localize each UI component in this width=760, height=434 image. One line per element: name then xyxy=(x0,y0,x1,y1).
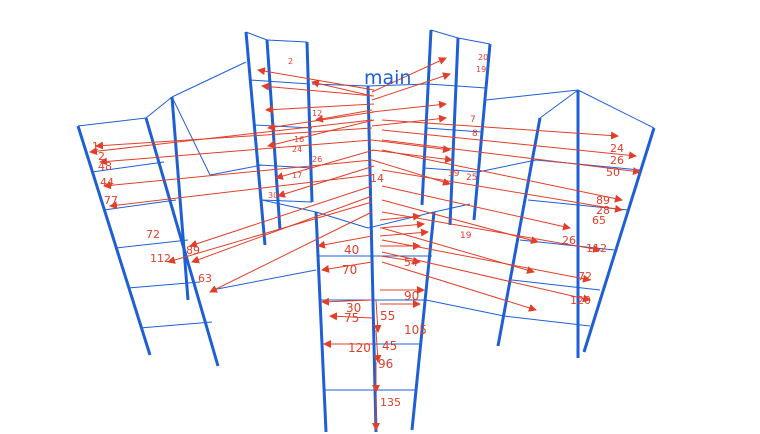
call-label: 65 xyxy=(592,214,606,227)
call-arrow xyxy=(277,165,375,198)
call-label: 89 xyxy=(186,244,200,257)
call-label: 16 xyxy=(294,135,304,144)
call-label: 55 xyxy=(380,309,395,323)
call-arrow xyxy=(381,149,623,203)
call-arrow xyxy=(371,139,451,154)
call-arrow xyxy=(261,82,375,97)
call-label: 39 xyxy=(448,169,460,179)
call-label: 26 xyxy=(312,155,322,164)
call-label: 26 xyxy=(610,154,624,167)
call-label: 7 xyxy=(470,115,476,125)
call-arrow xyxy=(379,255,421,265)
call-label: 72 xyxy=(146,228,160,241)
main-column-frame xyxy=(261,85,471,433)
call-label: 19 xyxy=(476,65,486,74)
call-label: 96 xyxy=(378,357,393,371)
call-label: 14 xyxy=(370,172,384,185)
main-label: main xyxy=(364,67,411,89)
call-arrow xyxy=(379,220,425,229)
call-arrow xyxy=(311,79,373,97)
call-arrows xyxy=(89,57,641,431)
call-label: 45 xyxy=(382,339,397,353)
call-arrow xyxy=(189,185,373,248)
call-label: 75 xyxy=(344,311,359,325)
call-label: 72 xyxy=(578,270,592,283)
call-arrow xyxy=(371,149,453,164)
call-arrow xyxy=(317,235,373,249)
call-arrow xyxy=(103,159,373,190)
call-label: 24 xyxy=(610,142,624,155)
call-label: 8 xyxy=(472,129,478,139)
call-arrow xyxy=(381,139,641,176)
call-arrow xyxy=(267,119,375,149)
call-arrow xyxy=(373,299,382,333)
call-label: 2 xyxy=(288,57,293,66)
frame-structure xyxy=(76,29,656,433)
call-arrow xyxy=(329,312,373,321)
call-label: 40 xyxy=(344,243,359,257)
call-arrow xyxy=(167,201,373,264)
call-arrow xyxy=(321,261,373,273)
call-arrow xyxy=(381,129,637,160)
call-label: 17 xyxy=(292,171,302,180)
call-label: 112 xyxy=(150,252,171,265)
call-arrow xyxy=(371,72,451,101)
call-label: 28 xyxy=(596,204,610,217)
call-label: 30 xyxy=(268,191,278,200)
call-label: 44 xyxy=(100,176,114,189)
call-label: 1 xyxy=(92,140,99,153)
call-arrow xyxy=(191,195,373,264)
call-arrow xyxy=(373,329,382,363)
call-label: 50 xyxy=(606,166,620,179)
right-panel-frame xyxy=(496,89,656,358)
call-arrow xyxy=(381,185,571,231)
call-label: 90 xyxy=(404,289,419,303)
call-label: 12 xyxy=(312,109,322,118)
call-label: 135 xyxy=(380,396,401,409)
call-label: 70 xyxy=(342,263,357,277)
call-arrow xyxy=(109,174,373,210)
call-arrow xyxy=(315,109,373,123)
call-arrow xyxy=(371,100,447,113)
call-label: 105 xyxy=(404,323,427,337)
call-arrow xyxy=(381,169,623,213)
call-label: 77 xyxy=(104,194,118,207)
call-arrow xyxy=(381,261,537,312)
call-arrow xyxy=(95,127,373,150)
call-label: 89 xyxy=(596,194,610,207)
call-label: 20 xyxy=(478,53,488,62)
call-label: 26 xyxy=(562,234,576,247)
call-label: 2 xyxy=(98,150,105,163)
call-label: 63 xyxy=(198,272,212,285)
call-label: 120 xyxy=(348,341,371,355)
left-panel-frame xyxy=(76,96,220,367)
call-arrow xyxy=(275,149,375,180)
call-arrow xyxy=(381,119,619,140)
call-label: 120 xyxy=(570,294,591,307)
call-label: 30 xyxy=(346,301,361,315)
connector-lines xyxy=(171,61,579,317)
call-arrow xyxy=(371,159,451,186)
call-label: 112 xyxy=(586,242,607,255)
call-arrow xyxy=(99,139,373,166)
call-label: 25 xyxy=(466,173,477,183)
call-arrow xyxy=(371,57,447,93)
call-label: 19 xyxy=(460,231,472,241)
call-arrow xyxy=(265,103,375,114)
call-arrow xyxy=(379,228,429,237)
call-label: 48 xyxy=(98,160,112,173)
call-arrow xyxy=(89,119,373,156)
call-label: 24 xyxy=(292,145,302,154)
call-label: 54 xyxy=(404,256,418,269)
call-arrow xyxy=(209,211,373,293)
call-arrow xyxy=(321,297,373,306)
call-arrow xyxy=(379,212,421,221)
